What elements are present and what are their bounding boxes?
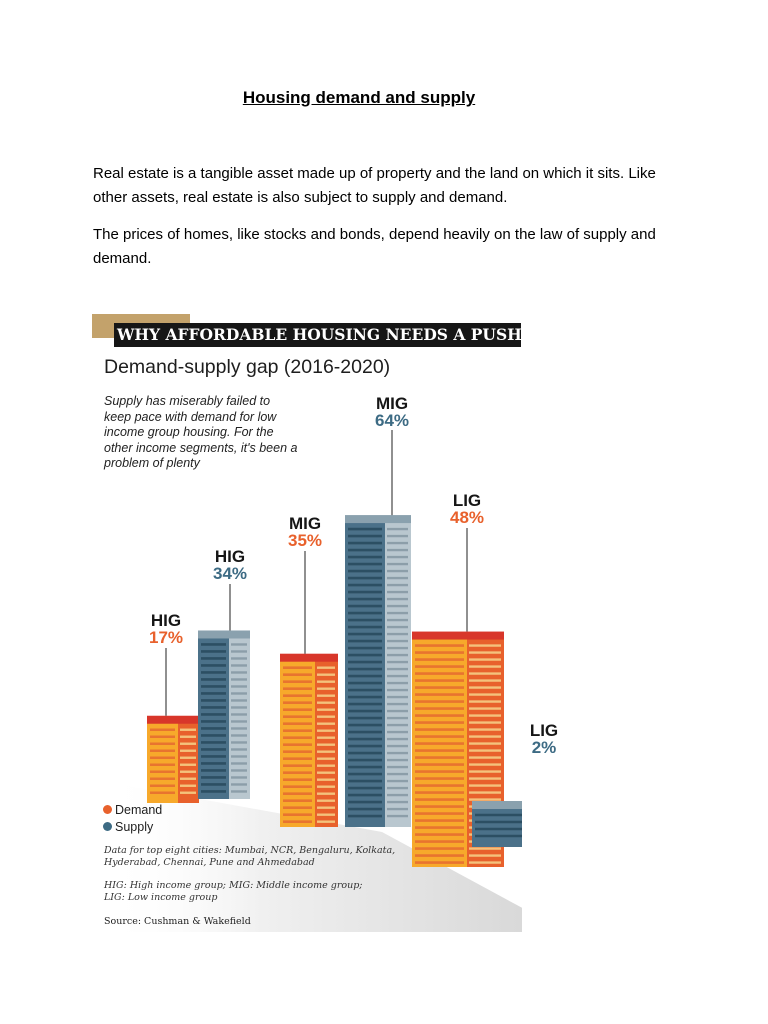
infographic-banner: WHY AFFORDABLE HOUSING NEEDS A PUSH [114,323,521,347]
building-roof [472,801,522,809]
buildings-chart [106,430,522,932]
building-front [198,636,229,799]
legend-supply: Supply [103,820,153,834]
building-hig-demand [147,715,199,803]
legend-demand-label: Demand [115,803,163,817]
building-lig-supply [472,801,522,847]
label-value: 17% [148,628,184,647]
label-lig-demand: LIG 48% [439,492,495,526]
source-note: Source: Cushman & Wakefield [104,916,251,927]
label-value: 34% [212,564,248,583]
prices-paragraph: The prices of homes, like stocks and bon… [93,226,656,267]
label-category: MIG [375,394,409,413]
supply-dot-icon [103,822,112,831]
building-front [147,721,178,803]
label-hig-supply: HIG 34% [202,548,258,582]
building-roof [412,631,504,640]
label-category: MIG [288,514,322,533]
label-value: 35% [287,531,323,550]
chart-subtitle: Demand-supply gap (2016-2020) [104,356,391,378]
building-roof [280,653,338,662]
label-category: HIG [150,611,182,630]
building-hig-supply [198,630,250,799]
label-lig-supply: LIG 2% [516,722,572,756]
legend-supply-label: Supply [115,820,154,834]
label-hig-demand: HIG 17% [138,612,194,646]
building-side [229,636,250,799]
building-roof [345,515,411,524]
label-mig-supply: MIG 64% [364,395,420,429]
document-title: Housing demand and supply [242,88,476,107]
building-side [178,721,199,803]
building-mig-supply [345,515,411,827]
label-value: 48% [449,508,485,527]
label-category: HIG [214,547,246,566]
label-value: 2% [531,738,557,757]
building-roof [147,715,199,724]
data-note: Data for top eight cities: Mumbai, NCR, … [104,845,396,868]
chart-description: Supply has miserably failed to keep pace… [104,394,298,470]
legend-demand: Demand [103,803,162,817]
label-mig-demand: MIG 35% [277,515,333,549]
label-category: LIG [452,491,482,510]
label-value: 64% [374,411,410,430]
building-side [315,659,338,827]
building-front [472,807,522,847]
demand-dot-icon [103,805,112,814]
building-roof [198,630,250,639]
floor-shadow [106,782,522,932]
infographic: WHY AFFORDABLE HOUSING NEEDS A PUSH Dema… [92,312,558,937]
abbreviation-note: HIG: High income group; MIG: Middle inco… [104,880,363,903]
building-mig-demand [280,653,338,827]
intro-paragraph: Real estate is a tangible asset made up … [93,165,656,206]
label-category: LIG [529,721,559,740]
building-front [412,637,467,867]
